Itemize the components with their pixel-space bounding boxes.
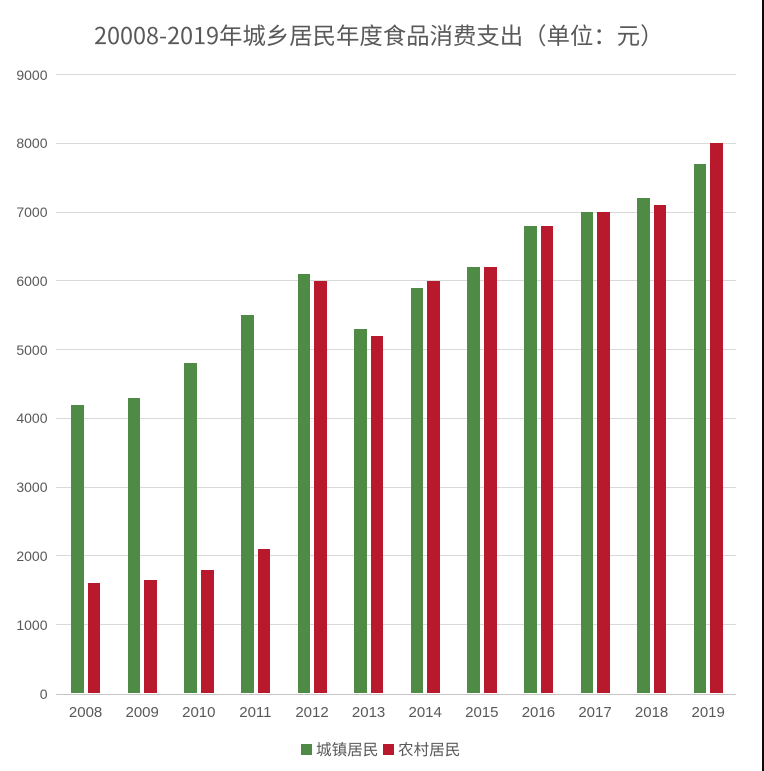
bar-rural-2008 (87, 583, 101, 694)
legend-swatch-rural (383, 744, 394, 755)
gridline-y9000 (56, 74, 736, 75)
bar-rural-2012 (314, 280, 327, 694)
bar-urban-2017 (580, 212, 594, 694)
bar-rural-2009 (144, 580, 157, 694)
bar-rural-2011 (257, 549, 271, 694)
gridline-y7000 (56, 211, 736, 213)
bar-rural-2010 (201, 569, 214, 694)
y-tick-label-5000: 5000 (16, 341, 48, 358)
bar-urban-2010 (184, 363, 197, 694)
gridline-y4000 (56, 417, 736, 419)
legend-label-urban (316, 742, 377, 757)
bar-rural-2013 (370, 335, 384, 694)
window-right-border (762, 0, 764, 771)
gridline-y5000 (56, 349, 736, 351)
bar-urban-2008 (71, 404, 84, 694)
x-tick-label-2013: 2013 (351, 704, 386, 721)
x-tick-label-2014: 2014 (408, 704, 442, 721)
bar-urban-2015 (467, 267, 480, 694)
bar-urban-2018 (637, 198, 650, 694)
bar-rural-2014 (427, 280, 440, 694)
legend-swatch-urban (300, 744, 312, 755)
bar-rural-2016 (540, 225, 554, 694)
bar-rural-2015 (484, 267, 497, 694)
gridline-y6000 (56, 280, 736, 282)
bar-urban-2009 (127, 397, 141, 694)
x-tick-label-2018: 2018 (634, 704, 669, 721)
gridline-y1000 (56, 624, 736, 626)
bar-rural-2017 (597, 212, 610, 694)
bar-rural-2019 (710, 143, 723, 694)
y-tick-label-1000: 1000 (16, 616, 48, 633)
bar-rural-2018 (653, 205, 667, 694)
legend-label-rural (398, 742, 460, 757)
x-tick-label-2008: 2008 (68, 704, 103, 721)
gridline-y3000 (56, 486, 736, 488)
y-tick-label-6000: 6000 (16, 272, 48, 289)
y-tick-label-4000: 4000 (16, 410, 48, 427)
bar-urban-2013 (354, 328, 367, 694)
gridline-y8000 (56, 142, 736, 144)
bar-urban-2016 (524, 225, 537, 694)
x-tick-label-2010: 2010 (182, 704, 216, 721)
bar-urban-2014 (410, 287, 424, 694)
gridline-y2000 (56, 555, 736, 557)
y-tick-label-7000: 7000 (16, 204, 48, 221)
bar-urban-2019 (693, 163, 707, 694)
x-tick-label-2011: 2011 (239, 704, 272, 721)
bar-urban-2011 (241, 315, 254, 694)
x-tick-label-2015: 2015 (465, 704, 499, 721)
y-tick-label-0: 0 (39, 685, 48, 702)
x-axis-line (56, 693, 736, 695)
x-tick-label-2019: 2019 (691, 704, 725, 721)
y-tick-label-2000: 2000 (16, 547, 48, 564)
y-tick-label-9000: 9000 (16, 66, 48, 83)
bar-urban-2012 (297, 273, 311, 694)
chart-title (95, 24, 648, 47)
y-tick-label-3000: 3000 (16, 479, 48, 496)
x-tick-label-2009: 2009 (125, 704, 159, 721)
x-tick-label-2017: 2017 (578, 704, 612, 721)
x-tick-label-2016: 2016 (521, 704, 556, 721)
x-tick-label-2012: 2012 (295, 704, 329, 721)
y-tick-label-8000: 8000 (16, 135, 48, 152)
